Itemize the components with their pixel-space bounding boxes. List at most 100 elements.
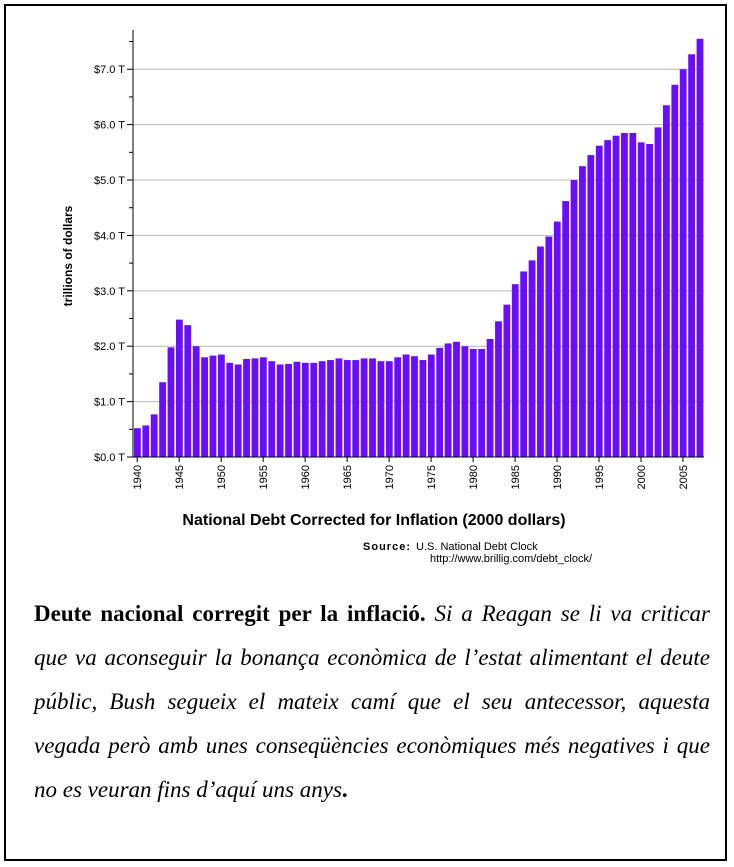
- bar: [268, 361, 276, 457]
- bar: [486, 339, 494, 457]
- bar: [537, 246, 544, 457]
- x-tick-label: 1945: [174, 465, 186, 489]
- bar: [453, 341, 460, 457]
- bar: [562, 201, 570, 457]
- bar: [209, 355, 217, 457]
- x-tick-label: 1955: [258, 465, 270, 489]
- y-tick-label: $4.0 T: [94, 230, 125, 242]
- bar: [335, 358, 343, 457]
- bar: [612, 135, 620, 457]
- bar: [343, 360, 351, 457]
- x-tick-label: 1965: [342, 465, 354, 489]
- y-tick-label: $3.0 T: [94, 286, 125, 298]
- bar: [243, 358, 250, 457]
- y-tick-label: $7.0 T: [94, 64, 125, 76]
- bar: [301, 362, 309, 457]
- bar: [570, 180, 578, 457]
- bar: [318, 361, 326, 457]
- y-tick-label: $1.0 T: [94, 397, 125, 409]
- bar: [629, 132, 637, 457]
- bar: [545, 236, 553, 457]
- bar: [427, 354, 435, 457]
- bar: [259, 357, 267, 457]
- bar: [234, 364, 242, 457]
- bar: [377, 361, 385, 457]
- bar: [654, 127, 662, 458]
- y-tick-label: $6.0 T: [94, 120, 125, 132]
- bar: [637, 142, 645, 458]
- bar: [553, 221, 561, 457]
- y-tick-label: $0.0 T: [94, 452, 125, 464]
- bar: [511, 284, 519, 457]
- bar: [436, 347, 444, 457]
- x-tick-label: 1975: [426, 465, 438, 489]
- bar: [394, 357, 402, 457]
- bar: [217, 354, 225, 457]
- figure-caption: Deute nacional corregit per la inflació.…: [34, 592, 710, 812]
- bar: [671, 84, 679, 457]
- x-tick-label: 1970: [384, 465, 396, 489]
- bar: [327, 360, 334, 457]
- bar: [251, 358, 259, 457]
- x-tick-label: 1950: [216, 465, 228, 489]
- bar: [192, 346, 200, 457]
- bar: [419, 360, 427, 457]
- bar: [360, 358, 368, 457]
- source-label: Source:: [363, 541, 411, 553]
- y-tick-label: $5.0 T: [94, 175, 125, 187]
- axes: [127, 30, 704, 462]
- x-tick-label: 1940: [132, 465, 144, 489]
- bar: [310, 362, 318, 457]
- bar: [595, 145, 603, 457]
- x-tick-label: 2005: [678, 465, 690, 489]
- debt-bar-chart: $0.0 T $1.0 T $2.0 T $3.0 T $4.0 T $5.0 T $6.0…: [61, 30, 704, 565]
- caption-bold: Deute nacional corregit per la inflació.: [34, 601, 426, 626]
- y-tick-label: $2.0 T: [94, 341, 125, 353]
- bar: [201, 357, 208, 457]
- x-tick-label: 1995: [594, 465, 606, 489]
- bar: [402, 354, 410, 457]
- bar: [503, 304, 511, 457]
- bar: [385, 361, 393, 457]
- bar: [159, 382, 166, 457]
- x-tick-label: 1985: [510, 465, 522, 489]
- bar: [696, 38, 704, 458]
- bar: [528, 260, 536, 457]
- bar: [679, 69, 687, 458]
- caption-end: .: [341, 777, 348, 802]
- bar: [293, 361, 301, 457]
- bar: [444, 343, 452, 457]
- bar: [469, 348, 477, 457]
- bars: [134, 38, 704, 458]
- bar: [175, 319, 183, 457]
- bar: [142, 425, 150, 457]
- bar: [184, 325, 192, 457]
- bar: [352, 360, 360, 457]
- bar: [369, 358, 376, 457]
- bar: [411, 356, 418, 457]
- x-tick-label: 1990: [552, 465, 564, 489]
- bar: [587, 155, 595, 457]
- bar: [478, 348, 486, 457]
- y-tick-labels: $0.0 T $1.0 T $2.0 T $3.0 T $4.0 T $5.0 T $6.0…: [94, 64, 125, 464]
- source-url: http://www.brillig.com/debt_clock/: [430, 553, 593, 565]
- bar: [663, 105, 670, 458]
- caption-italic: Si a Reagan se li va criticar que va aco…: [34, 601, 710, 802]
- x-tick-labels: 1940 1945 1950 1955 1960 1965 1970 1975 1980 1985…: [132, 465, 690, 489]
- bar: [520, 271, 528, 457]
- y-axis-title: trillions of dollars: [61, 205, 75, 306]
- source-name: U.S. National Debt Clock: [416, 541, 538, 553]
- bar: [134, 428, 141, 457]
- bar: [150, 414, 158, 457]
- bar: [167, 347, 175, 457]
- bar: [604, 140, 612, 457]
- bar: [226, 362, 234, 457]
- bar: [461, 346, 469, 457]
- bar: [646, 144, 654, 457]
- figure-frame: $0.0 T $1.0 T $2.0 T $3.0 T $4.0 T $5.0 T $6.0…: [4, 4, 727, 861]
- x-tick-label: 2000: [636, 465, 648, 489]
- bar: [276, 364, 284, 457]
- x-tick-label: 1960: [300, 465, 312, 489]
- bar: [285, 363, 292, 457]
- bar: [579, 166, 586, 457]
